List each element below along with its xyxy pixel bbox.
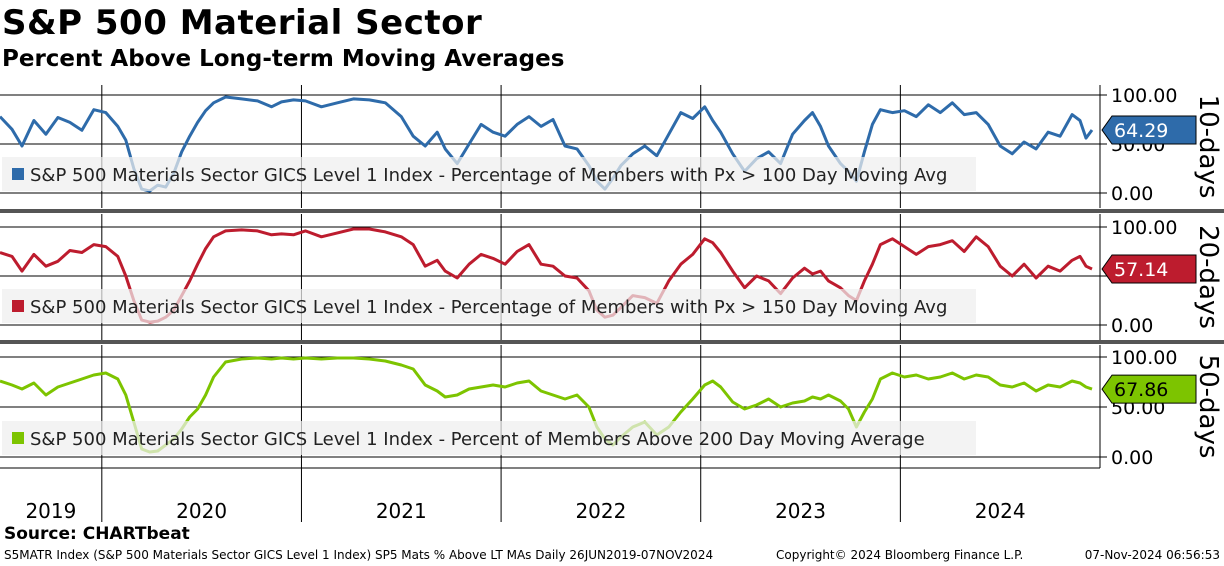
- x-tick-label: 2021: [376, 499, 427, 523]
- last-value-label: 64.29: [1114, 120, 1168, 142]
- period-label: 20-days: [1193, 225, 1223, 329]
- legend-box: [2, 421, 976, 455]
- legend-label: S&P 500 Materials Sector GICS Level 1 In…: [30, 165, 947, 186]
- x-tick-label: 2022: [575, 499, 626, 523]
- panel-separator: [0, 340, 1224, 344]
- chart-title: S&P 500 Material Sector: [2, 3, 483, 43]
- y-tick-label: 100.00: [1111, 217, 1177, 239]
- x-tick-label: 2020: [176, 499, 227, 523]
- panel-separator: [0, 209, 1224, 213]
- legend-label: S&P 500 Materials Sector GICS Level 1 In…: [30, 429, 925, 450]
- last-value-marker: [1101, 254, 1197, 284]
- chart-subtitle: Percent Above Long-term Moving Averages: [2, 46, 565, 72]
- last-value-label: 57.14: [1114, 259, 1168, 281]
- last-value-label: 67.86: [1114, 379, 1168, 401]
- x-tick-label: 2024: [975, 499, 1026, 523]
- legend-box: [2, 289, 976, 323]
- footer-timestamp: 07-Nov-2024 06:56:53: [1084, 548, 1220, 562]
- x-tick-label: 2023: [775, 499, 826, 523]
- x-tick-label: 2019: [25, 499, 76, 523]
- last-value-marker: [1101, 115, 1197, 145]
- period-label: 10-days: [1193, 95, 1223, 199]
- legend-swatch: [12, 168, 24, 180]
- footer-ticker-info: S5MATR Index (S&P 500 Materials Sector G…: [4, 548, 714, 562]
- y-tick-label: 100.00: [1111, 85, 1177, 107]
- y-tick-label: 100.00: [1111, 347, 1177, 369]
- y-tick-label: 0.00: [1111, 183, 1153, 205]
- footer-copyright: Copyright© 2024 Bloomberg Finance L.P.: [776, 548, 1024, 562]
- last-value-marker: [1101, 374, 1197, 404]
- legend-box: [2, 157, 976, 191]
- legend-swatch: [12, 300, 24, 312]
- period-label: 50-days: [1193, 355, 1223, 459]
- y-tick-label: 0.00: [1111, 447, 1153, 469]
- legend-swatch: [12, 432, 24, 444]
- y-tick-label: 0.00: [1111, 315, 1153, 337]
- source-label: Source: CHARTbeat: [4, 524, 190, 544]
- legend-label: S&P 500 Materials Sector GICS Level 1 In…: [30, 297, 947, 318]
